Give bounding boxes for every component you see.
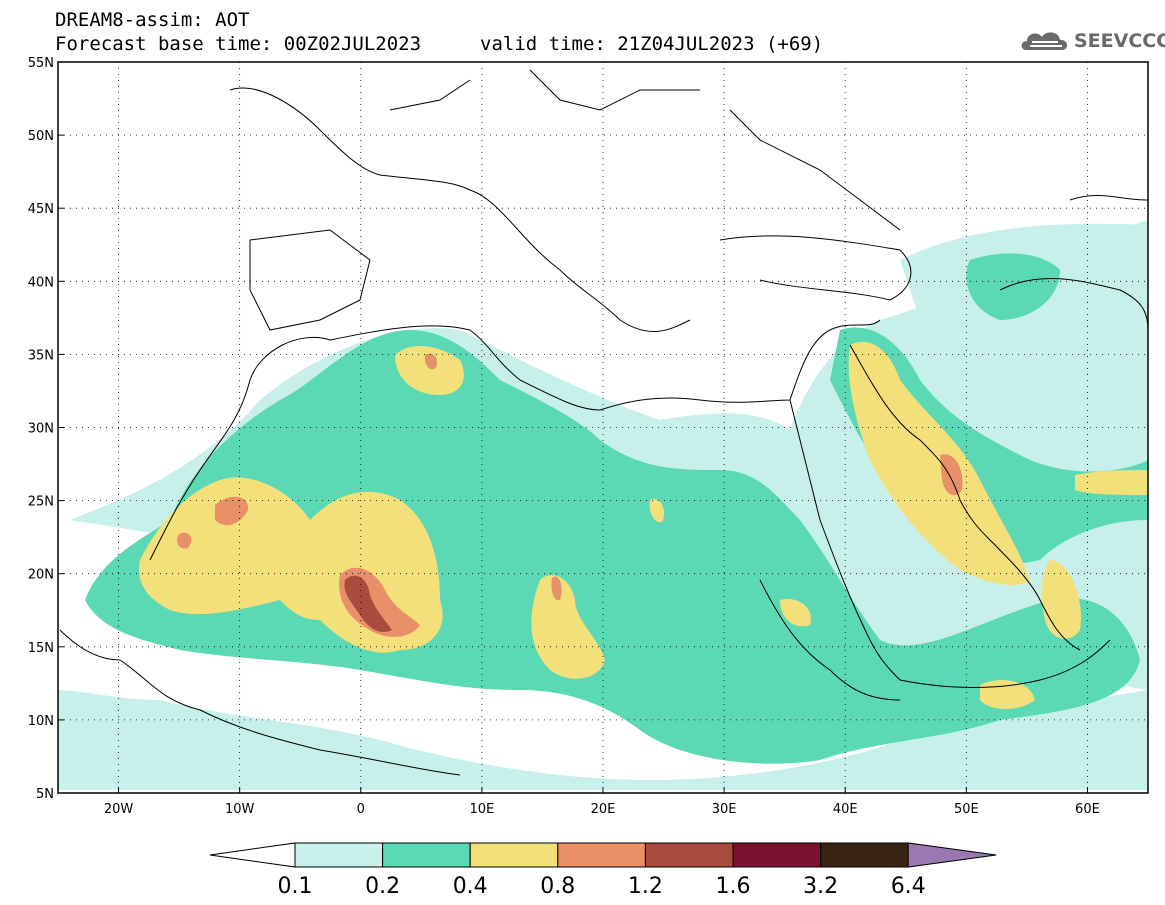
colorbar-swatch — [732, 842, 822, 868]
colorbar-label: 0.8 — [540, 874, 575, 899]
forecast-base-time: Forecast base time: 00Z02JUL2023 — [55, 33, 422, 55]
lat-tick-label: 25N — [28, 495, 54, 510]
lon-tick-label: 30E — [712, 802, 737, 817]
lat-tick-label: 40N — [28, 275, 54, 290]
lat-tick-label: 10N — [28, 714, 54, 729]
lon-tick-label: 50E — [954, 802, 979, 817]
lon-tick-label: 20W — [104, 802, 134, 817]
lat-tick-label: 15N — [28, 641, 54, 656]
colorbar-label: 3.2 — [803, 874, 838, 899]
seevccc-logo: SEEVCCC — [1018, 24, 1165, 58]
colorbar-under-arrow — [209, 842, 296, 868]
colorbar-swatch — [820, 842, 909, 868]
colorbar-swatch — [644, 842, 734, 868]
lat-tick-label: 50N — [28, 129, 54, 144]
valid-time: valid time: 21Z04JUL2023 (+69) — [480, 33, 824, 55]
lon-tick-label: 0 — [357, 802, 365, 817]
colorbar-swatch — [382, 842, 471, 868]
colorbar-label: 0.1 — [278, 874, 313, 899]
colorbar: 0.1 0.2 0.4 0.8 1.2 1.6 3.2 6.4 — [209, 842, 997, 899]
colorbar-label: 1.6 — [716, 874, 751, 899]
lat-tick-label: 5N — [36, 787, 54, 802]
lon-tick-label: 60E — [1075, 802, 1100, 817]
lon-tick-label: 20E — [591, 802, 616, 817]
colorbar-label: 0.4 — [453, 874, 488, 899]
colorbar-swatch — [557, 842, 646, 868]
lat-tick-label: 20N — [28, 568, 54, 583]
colorbar-label: 6.4 — [891, 874, 926, 899]
colorbar-swatch — [469, 842, 559, 868]
coastlines — [59, 69, 1148, 776]
colorbar-label: 0.2 — [365, 874, 400, 899]
lon-tick-label: 10W — [225, 802, 255, 817]
map-title: DREAM8-assim: AOT — [55, 9, 250, 31]
aot-field — [58, 220, 1148, 790]
lon-tick-label: 10E — [470, 802, 495, 817]
lat-tick-label: 55N — [28, 56, 54, 71]
cloud-icon — [1021, 32, 1068, 50]
logo-text: SEEVCCC — [1074, 30, 1165, 52]
colorbar-over-arrow — [907, 842, 997, 868]
longitude-labels: 20W 10W 0 10E 20E 30E 40E 50E 60E — [104, 802, 1100, 817]
lat-tick-label: 35N — [28, 348, 54, 363]
colorbar-swatch — [294, 842, 384, 868]
gridlines — [58, 61, 1148, 794]
lat-tick-label: 30N — [28, 422, 54, 437]
lat-tick-label: 45N — [28, 202, 54, 217]
colorbar-label: 1.2 — [628, 874, 663, 899]
latitude-labels: 55N 50N 45N 40N 35N 30N 25N 20N 15N 10N 5N — [28, 56, 54, 802]
lon-tick-label: 40E — [833, 802, 858, 817]
